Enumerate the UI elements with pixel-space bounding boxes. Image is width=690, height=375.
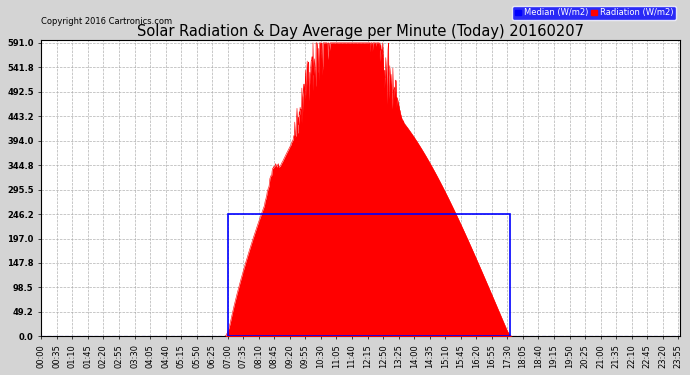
Text: Copyright 2016 Cartronics.com: Copyright 2016 Cartronics.com (41, 16, 172, 26)
Bar (228, 214, 510, 336)
Legend: Median (W/m2), Radiation (W/m2): Median (W/m2), Radiation (W/m2) (512, 6, 676, 20)
Title: Solar Radiation & Day Average per Minute (Today) 20160207: Solar Radiation & Day Average per Minute… (137, 24, 584, 39)
